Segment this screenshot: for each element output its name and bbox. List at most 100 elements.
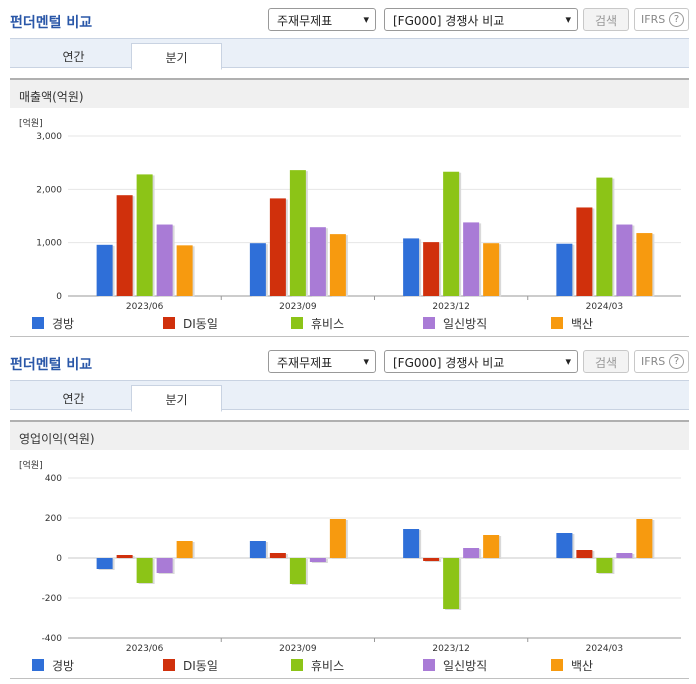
ifrs-label: IFRS — [641, 355, 666, 368]
legend-swatch — [32, 659, 44, 671]
legend-item[interactable]: DI동일 — [163, 657, 218, 674]
chevron-down-icon: ▾ — [565, 355, 571, 368]
search-button[interactable]: 검색 — [583, 8, 629, 31]
bar-4 — [309, 558, 326, 562]
bar-3 — [443, 171, 460, 296]
bar-5 — [329, 234, 346, 296]
operating-profit-bar-chart: [억원] -400 -200 0 200 400 2023/06 2023/09 2023/12… — [19, 459, 681, 654]
x-category-label: 2023/12 — [432, 644, 469, 654]
tab-quarterly[interactable]: 분기 — [131, 43, 222, 70]
bar-4 — [616, 224, 633, 296]
help-icon: ? — [669, 12, 684, 27]
y-tick-label: 3,000 — [36, 132, 62, 142]
peer-group-value: [FG000] 경쟁사 비교 — [393, 14, 505, 28]
legend-item[interactable]: 휴비스 — [291, 315, 344, 332]
legend-label: 일신방직 — [443, 317, 488, 331]
legend-swatch — [551, 317, 563, 329]
legend-item[interactable]: 백산 — [551, 657, 593, 674]
y-tick-label: 0 — [56, 292, 62, 302]
bar-3 — [443, 558, 460, 609]
legend-label: 경방 — [52, 317, 75, 331]
legend-item[interactable]: 휴비스 — [291, 657, 344, 674]
bar-3 — [289, 558, 306, 584]
legend-item[interactable]: 일신방직 — [423, 657, 487, 674]
statement-type-select[interactable]: 주재무제표 ▾ — [268, 350, 376, 373]
y-tick-label: 0 — [56, 554, 62, 564]
peer-group-value: [FG000] 경쟁사 비교 — [393, 356, 505, 370]
statement-type-select[interactable]: 주재무제표 ▾ — [268, 8, 376, 31]
x-category-label: 2023/09 — [279, 644, 317, 654]
bar-1 — [556, 533, 573, 558]
bar-4 — [156, 558, 173, 573]
y-tick-label: 200 — [45, 514, 62, 524]
tab-quarterly[interactable]: 분기 — [131, 385, 222, 412]
metric-title-bar: 영업이익(억원) — [10, 420, 689, 450]
bar-3 — [596, 177, 613, 296]
bar-3 — [289, 170, 306, 296]
legend-swatch — [551, 659, 563, 671]
legend-item[interactable]: 백산 — [551, 315, 593, 332]
legend-swatch — [423, 659, 435, 671]
bar-3 — [136, 174, 153, 296]
bar-4 — [309, 227, 326, 296]
ifrs-help-button[interactable]: IFRS ? — [634, 8, 689, 31]
legend-swatch — [163, 659, 175, 671]
panel-title: 펀더멘털 비교 — [10, 15, 93, 31]
bar-5 — [483, 243, 500, 296]
panel-divider — [10, 678, 689, 679]
legend-item[interactable]: 일신방직 — [423, 315, 487, 332]
x-category-label: 2024/03 — [586, 644, 623, 654]
y-tick-label: 1,000 — [36, 239, 62, 249]
y-tick-label: -200 — [42, 594, 63, 604]
legend-label: 백산 — [571, 659, 594, 673]
tab-annual[interactable]: 연간 — [62, 392, 85, 406]
metric-title: 매출액(억원) — [19, 90, 84, 104]
period-tabs: 연간 분기 — [10, 38, 689, 70]
fundamental-panel-sales: 펀더멘털 비교 주재무제표 ▾ [FG000] 경쟁사 비교 ▾ 검색 IFRS… — [0, 0, 696, 340]
y-tick-label: 2,000 — [36, 185, 62, 195]
bar-2 — [576, 550, 593, 558]
chart-legend: 경방 DI동일 휴비스 일신방직 백산 — [10, 313, 689, 333]
legend-item[interactable]: DI동일 — [163, 315, 218, 332]
panel-divider — [10, 336, 689, 337]
tab-annual[interactable]: 연간 — [62, 50, 85, 64]
bar-5 — [329, 519, 346, 558]
bar-5 — [176, 245, 193, 296]
legend-label: 휴비스 — [311, 659, 345, 673]
bar-5 — [176, 541, 193, 558]
peer-group-select[interactable]: [FG000] 경쟁사 비교 ▾ — [384, 8, 578, 31]
bar-1 — [96, 558, 113, 569]
legend-swatch — [291, 659, 303, 671]
bar-4 — [156, 224, 173, 296]
ifrs-help-button[interactable]: IFRS ? — [634, 350, 689, 373]
legend-label: DI동일 — [183, 659, 218, 673]
legend-swatch — [423, 317, 435, 329]
bar-4 — [463, 222, 480, 296]
x-category-label: 2023/06 — [126, 302, 164, 312]
ifrs-label: IFRS — [641, 13, 666, 26]
bar-1 — [556, 243, 573, 296]
statement-type-value: 주재무제표 — [277, 14, 333, 28]
legend-item[interactable]: 경방 — [32, 315, 74, 332]
bar-5 — [636, 233, 653, 296]
panel-header: 펀더멘털 비교 주재무제표 ▾ [FG000] 경쟁사 비교 ▾ 검색 IFRS… — [0, 342, 696, 376]
chart-legend: 경방 DI동일 휴비스 일신방직 백산 — [10, 655, 689, 675]
metric-title-bar: 매출액(억원) — [10, 78, 689, 108]
x-category-label: 2023/09 — [279, 302, 317, 312]
bar-4 — [463, 548, 480, 558]
chevron-down-icon: ▾ — [363, 355, 369, 368]
peer-group-select[interactable]: [FG000] 경쟁사 비교 ▾ — [384, 350, 578, 373]
unit-label: [억원] — [19, 459, 43, 471]
chevron-down-icon: ▾ — [363, 13, 369, 26]
legend-swatch — [32, 317, 44, 329]
legend-item[interactable]: 경방 — [32, 657, 74, 674]
legend-label: 휴비스 — [311, 317, 345, 331]
x-category-label: 2024/03 — [586, 302, 623, 312]
bar-1 — [249, 541, 266, 558]
legend-swatch — [291, 317, 303, 329]
search-button[interactable]: 검색 — [583, 350, 629, 373]
x-category-label: 2023/06 — [126, 644, 164, 654]
bar-1 — [96, 244, 113, 296]
bar-2 — [423, 242, 440, 296]
x-category-label: 2023/12 — [432, 302, 469, 312]
